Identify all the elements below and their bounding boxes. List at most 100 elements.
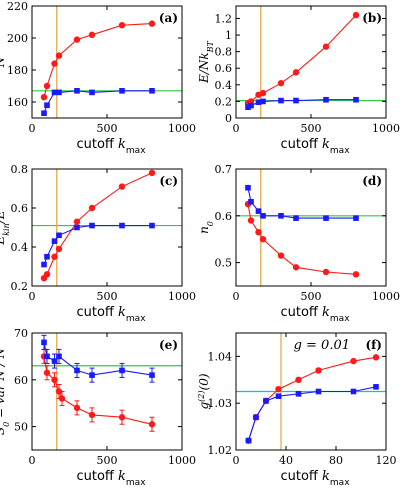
- data-point-circle: [73, 218, 81, 225]
- x-tick-label: 500: [301, 290, 322, 303]
- x-axis-label: cutoff kmax: [280, 305, 350, 324]
- data-point-square: [278, 97, 284, 104]
- x-axis-label: cutoff kmax: [280, 137, 350, 156]
- data-point-circle: [55, 52, 63, 59]
- data-point-circle: [43, 271, 51, 278]
- y-tick-label: 160: [7, 96, 28, 109]
- data-point-circle: [88, 31, 96, 38]
- y-tick-label: 180: [7, 64, 28, 77]
- data-point-circle: [352, 11, 360, 19]
- data-point-square: [260, 98, 266, 105]
- panel-label: (d): [362, 174, 382, 188]
- data-point-square: [41, 339, 47, 346]
- data-point-square: [263, 398, 269, 404]
- data-point-square: [278, 213, 284, 219]
- plot-area: [32, 333, 182, 450]
- data-point-square: [44, 253, 50, 260]
- data-point-square: [245, 437, 252, 444]
- data-point-circle: [148, 169, 156, 177]
- data-point-circle: [322, 268, 330, 276]
- data-point-square: [119, 367, 125, 374]
- data-point-circle: [73, 404, 81, 412]
- data-point-square: [51, 358, 58, 364]
- panel-c: 0 500 1000 0.2 0.4 0.6 0.8 cutoff kmax Ekin/E (c): [0, 163, 196, 324]
- x-tick-label: 0: [233, 290, 240, 303]
- x-axis-label: cutoff kmax: [76, 305, 146, 324]
- data-point-square: [245, 104, 251, 111]
- data-point-square: [89, 89, 95, 96]
- y-tick-label: 0.6: [215, 62, 233, 75]
- y-tick-label: 0.6: [11, 202, 29, 215]
- x-tick-label: 80: [329, 454, 343, 467]
- data-point-circle: [322, 43, 330, 50]
- data-point-circle: [372, 354, 380, 361]
- data-point-circle: [277, 79, 285, 87]
- x-tick-label: 1000: [372, 290, 400, 303]
- data-point-square: [255, 99, 262, 106]
- data-point-circle: [118, 22, 126, 29]
- y-tick-label: 0.5: [215, 257, 233, 270]
- data-point-circle: [255, 228, 262, 236]
- plot-area: [236, 333, 386, 450]
- y-axis-label: g(2)(0): [197, 373, 212, 409]
- series-line-blue: [43, 225, 152, 265]
- x-tick-label: 0: [233, 122, 240, 135]
- data-point-square: [315, 388, 322, 395]
- data-point-square: [56, 353, 62, 360]
- data-point-circle: [148, 421, 156, 428]
- data-point-square: [44, 102, 50, 108]
- y-tick-label: 0.6: [215, 210, 233, 223]
- panel-b: 0 500 1000 0 0.2 0.4 0.6 0.8 1 1.2 cutoff kmax E/Nk…: [197, 5, 400, 156]
- panel-e: 0 500 1000 50 60 70 cutoff kmax S0 = var N / N (…: [0, 327, 196, 488]
- data-point-circle: [315, 367, 322, 374]
- x-tick-label: 500: [97, 122, 118, 135]
- data-point-circle: [350, 357, 357, 365]
- series-line-red: [43, 23, 153, 98]
- data-point-circle: [51, 253, 58, 260]
- data-point-square: [323, 96, 329, 103]
- data-point-circle: [259, 89, 267, 97]
- data-point-square: [74, 224, 80, 231]
- data-point-circle: [43, 369, 51, 376]
- x-axis-label: cutoff kmax: [76, 137, 146, 156]
- data-point-square: [89, 372, 95, 378]
- data-point-square: [56, 89, 62, 96]
- data-point-circle: [88, 204, 96, 212]
- data-point-square: [350, 388, 357, 395]
- data-point-square: [373, 384, 379, 390]
- series-line-red: [247, 14, 357, 104]
- plot-area: [236, 6, 386, 118]
- data-point-square: [56, 232, 62, 239]
- y-axis-label: Ekin/E: [0, 210, 11, 245]
- panel-label: (f): [365, 338, 382, 352]
- data-point-square: [293, 215, 299, 221]
- x-tick-label: 0: [233, 454, 240, 467]
- data-point-circle: [292, 69, 300, 76]
- y-tick-label: 50: [14, 421, 28, 434]
- x-tick-label: 1000: [372, 122, 400, 135]
- x-axis-label: cutoff kmax: [76, 469, 146, 488]
- data-point-circle: [43, 82, 51, 90]
- y-tick-label: 1: [225, 29, 232, 42]
- plot-area: [32, 169, 182, 286]
- x-tick-label: 120: [376, 454, 397, 467]
- x-tick-label: 0: [29, 290, 36, 303]
- x-tick-label: 1000: [168, 122, 196, 135]
- data-point-square: [119, 88, 125, 94]
- x-tick-label: 40: [279, 454, 293, 467]
- data-point-square: [248, 102, 254, 109]
- x-tick-label: 0: [29, 454, 36, 467]
- data-point-square: [74, 88, 80, 94]
- data-point-square: [44, 353, 50, 360]
- data-point-circle: [259, 236, 267, 243]
- data-point-circle: [247, 217, 255, 224]
- y-tick-label: 60: [14, 374, 28, 387]
- data-point-square: [41, 110, 47, 116]
- y-tick-label: 200: [7, 32, 28, 45]
- y-tick-label: 1.2: [215, 12, 233, 25]
- data-point-square: [41, 261, 47, 268]
- y-tick-label: 0.2: [215, 95, 233, 108]
- x-tick-label: 1000: [168, 454, 196, 467]
- plot-area: [32, 6, 182, 118]
